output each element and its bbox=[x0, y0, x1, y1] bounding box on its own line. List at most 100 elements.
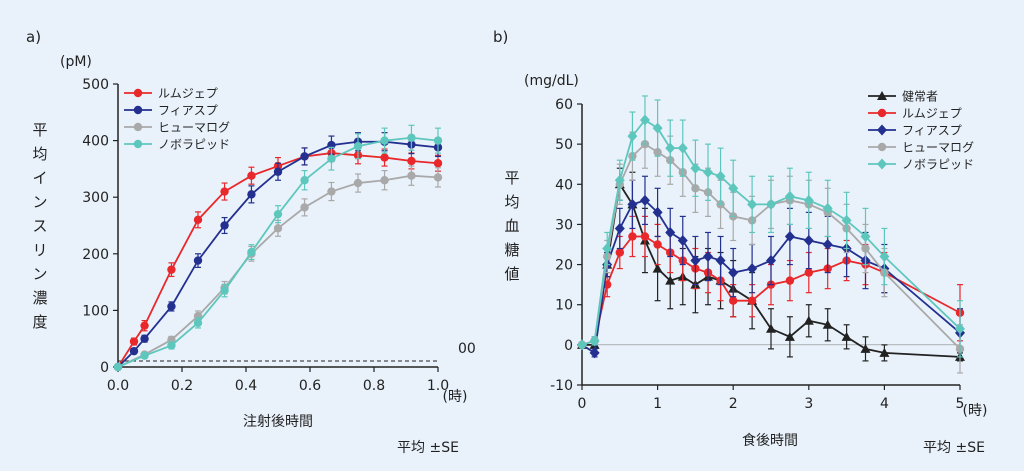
data-point bbox=[273, 167, 283, 176]
data-point bbox=[841, 214, 852, 226]
y-axis-label-char: 均 bbox=[504, 193, 519, 211]
y-axis-label-char: 糖 bbox=[504, 241, 519, 259]
panel-label: a) bbox=[26, 28, 41, 46]
data-point bbox=[628, 232, 637, 241]
data-point bbox=[860, 230, 871, 242]
y-tick-label: 10 bbox=[555, 298, 573, 314]
legend-swatch-marker bbox=[877, 124, 887, 136]
data-point bbox=[193, 318, 203, 328]
data-point bbox=[715, 255, 726, 267]
series-4 bbox=[113, 124, 443, 372]
x-tick-label: 3 bbox=[804, 396, 813, 412]
x-tick-label: 0 bbox=[578, 396, 587, 412]
data-point bbox=[247, 247, 256, 257]
data-point bbox=[129, 346, 139, 356]
data-point bbox=[803, 234, 814, 246]
series-line bbox=[582, 181, 961, 358]
data-point bbox=[803, 315, 814, 325]
baseline-label: 00 bbox=[458, 341, 476, 357]
data-point bbox=[247, 190, 256, 199]
y-tick-label: 500 bbox=[82, 77, 109, 93]
data-point bbox=[879, 251, 890, 263]
data-point bbox=[273, 224, 283, 233]
data-point bbox=[822, 202, 833, 214]
y-tick-label: 200 bbox=[82, 247, 109, 263]
data-point bbox=[407, 133, 416, 142]
y-axis-label-char: 度 bbox=[32, 313, 47, 331]
y-tick-label: 0 bbox=[100, 360, 109, 376]
data-point bbox=[803, 194, 814, 206]
data-point bbox=[677, 234, 688, 246]
footnote: 平均 ±SE bbox=[923, 440, 985, 456]
data-point bbox=[140, 334, 149, 343]
data-point bbox=[640, 232, 650, 241]
data-point bbox=[703, 166, 714, 178]
data-point bbox=[433, 136, 443, 145]
data-point bbox=[380, 136, 389, 145]
data-point bbox=[407, 171, 416, 180]
x-tick-label: 0.6 bbox=[299, 378, 321, 394]
data-point bbox=[140, 351, 149, 360]
data-point bbox=[822, 319, 833, 329]
x-tick-label: 1.0 bbox=[427, 378, 449, 394]
y-tick-label: 400 bbox=[82, 134, 109, 150]
legend-label: ノボラピッド bbox=[158, 138, 230, 152]
series-line bbox=[581, 143, 961, 350]
data-point bbox=[822, 239, 833, 250]
data-point bbox=[353, 142, 363, 151]
data-point bbox=[220, 187, 229, 196]
data-point bbox=[380, 176, 389, 185]
x-tick-label: 1 bbox=[653, 396, 662, 412]
data-point bbox=[728, 182, 739, 194]
data-point bbox=[841, 331, 852, 341]
legend-swatch-marker bbox=[877, 108, 887, 118]
data-point bbox=[193, 215, 203, 225]
y-tick-label: -10 bbox=[550, 378, 573, 394]
y-axis-label-char: 濃 bbox=[32, 289, 47, 307]
y-axis-label-char: 値 bbox=[504, 265, 519, 283]
data-point bbox=[665, 275, 676, 285]
legend-label: ヒューマログ bbox=[158, 121, 230, 135]
legend-label: フィアスプ bbox=[158, 104, 218, 118]
data-point bbox=[784, 331, 795, 341]
data-point bbox=[433, 159, 443, 168]
legend-swatch-marker bbox=[133, 122, 143, 132]
x-axis-label: 食後時間 bbox=[742, 432, 798, 449]
data-point bbox=[300, 152, 309, 161]
data-point bbox=[220, 221, 229, 230]
y-tick-label: 40 bbox=[555, 177, 573, 193]
series-line bbox=[581, 235, 961, 346]
data-point bbox=[380, 153, 389, 162]
y-unit-label: (mg/dL) bbox=[524, 73, 579, 89]
x-tick-label: 5 bbox=[956, 396, 965, 412]
data-point bbox=[766, 255, 776, 267]
data-point bbox=[703, 251, 714, 263]
series-3 bbox=[113, 165, 443, 372]
y-axis-label-char: ス bbox=[32, 217, 47, 235]
data-point bbox=[955, 323, 965, 335]
data-point bbox=[247, 171, 256, 180]
data-point bbox=[677, 142, 688, 154]
series-line bbox=[581, 199, 961, 355]
y-axis-label-char: 血 bbox=[504, 217, 519, 235]
y-axis-label-char: リ bbox=[32, 241, 47, 259]
data-point bbox=[589, 335, 600, 347]
data-point bbox=[353, 178, 363, 188]
data-point bbox=[129, 337, 139, 346]
data-point bbox=[766, 198, 776, 210]
data-point bbox=[747, 198, 758, 210]
y-tick-label: 300 bbox=[82, 190, 109, 206]
data-point bbox=[273, 209, 283, 219]
legend-swatch-marker bbox=[877, 158, 887, 170]
data-point bbox=[327, 187, 336, 196]
data-point bbox=[433, 173, 443, 182]
series-line bbox=[581, 118, 961, 346]
y-tick-label: 20 bbox=[555, 258, 573, 274]
data-point bbox=[747, 296, 757, 305]
data-point bbox=[653, 240, 662, 249]
series-line bbox=[117, 152, 439, 368]
data-point bbox=[879, 347, 890, 357]
legend-swatch-marker bbox=[877, 91, 887, 100]
data-point bbox=[615, 248, 624, 257]
y-unit-label: (pM) bbox=[60, 54, 92, 70]
